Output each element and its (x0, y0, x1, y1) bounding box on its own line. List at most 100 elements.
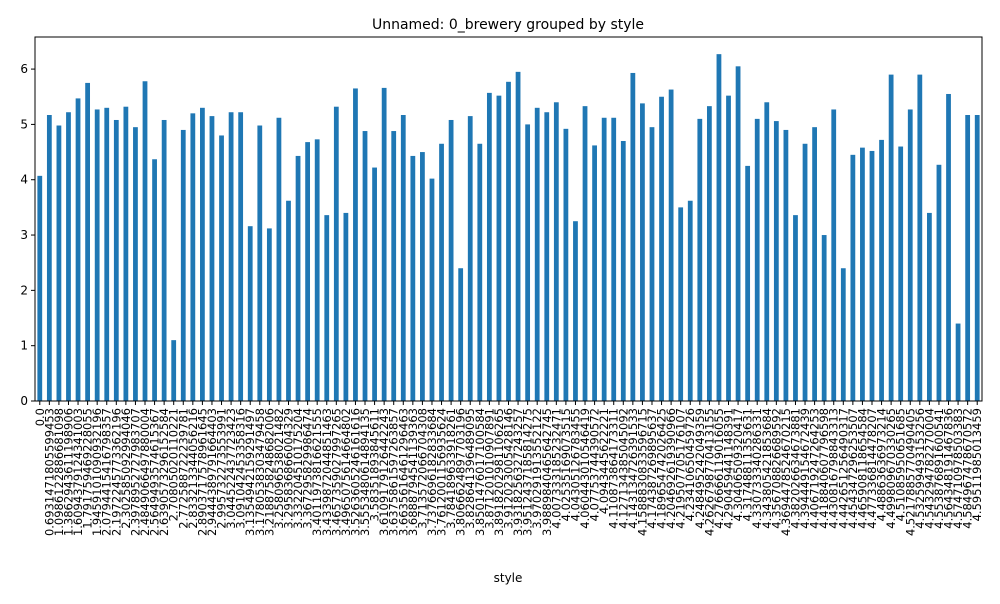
x-tick-label: 2.4849066497880004 (138, 408, 152, 536)
bar (391, 131, 397, 402)
x-tick-label: 4.23410650459726 (683, 408, 697, 521)
y-tick-label: 6 (20, 62, 28, 76)
x-tick-label: 3.8066624897703196 (454, 408, 468, 536)
bar (324, 215, 330, 401)
bar (75, 98, 81, 401)
bar (926, 212, 932, 401)
x-tick-label: 3.4011973816621555 (310, 408, 324, 536)
bar (506, 81, 511, 402)
x-tick-label: 4.564348191467836 (942, 408, 956, 529)
x-tick-label: 1.3862943611198906 (61, 408, 75, 536)
x-tick-label: 1.791759469228055 (81, 408, 95, 529)
bar (601, 117, 607, 401)
x-tick-label: 4.382026634673881 (788, 408, 802, 529)
bar (381, 87, 387, 401)
x-tick-label: 4.454347296253507 (846, 408, 860, 529)
bar (745, 165, 751, 401)
bar (735, 66, 741, 401)
x-tick-label: 4.31748811353631 (741, 408, 755, 521)
x-tick-label: 4.418840607796598 (817, 408, 831, 529)
x-tick-label: 3.7612001156935624 (435, 408, 449, 536)
x-tick-label: 3.4339872044851463 (320, 408, 334, 536)
bar (620, 141, 626, 401)
x-tick-label: 4.330733340286331 (750, 408, 764, 529)
x-tick-label: 1.6094379124341003 (71, 408, 85, 536)
x-tick-label: 3.6375861597263857 (387, 408, 401, 536)
x-tick-label: 3.8501476017100584 (473, 408, 487, 536)
bar (898, 146, 904, 401)
x-tick-label: 3.4965075614664802 (339, 408, 353, 536)
bar (668, 89, 674, 401)
bar (936, 164, 942, 401)
bar (37, 175, 43, 401)
x-tick-label: 2.9444389791664403 (205, 408, 219, 536)
x-tick-label: 4.5217885770490405 (903, 408, 917, 536)
bar (907, 109, 913, 402)
x-tick-label: 4.465908118654584 (855, 408, 869, 529)
bar (860, 147, 865, 401)
bar (343, 212, 349, 401)
x-tick-label: 3.367295829986474 (301, 408, 315, 529)
bar (726, 95, 731, 401)
bar (821, 235, 827, 401)
x-tick-label: 3.044522437723423 (224, 408, 238, 529)
bar (113, 119, 119, 401)
bar (573, 221, 578, 401)
bar (917, 74, 923, 402)
x-tick-label: 0.0 (33, 408, 47, 426)
x-tick-label: 4.477336814478207 (865, 408, 879, 529)
bar (171, 340, 177, 401)
bar (716, 54, 722, 402)
x-tick-label: 3.295836866004329 (281, 408, 295, 529)
bar (515, 71, 521, 401)
bar (773, 121, 779, 401)
x-tick-label: 4.04305126783455 (568, 408, 582, 521)
bar (458, 268, 464, 401)
x-tick-label: 2.0794415416798357 (100, 408, 114, 536)
bar (879, 139, 884, 401)
x-tick-label: 4.59511985013459 (970, 408, 984, 521)
bar (420, 152, 425, 401)
x-tick-label: 4.543294782270004 (922, 408, 936, 529)
bar (66, 112, 71, 401)
x-tick-label: 4.499809670330265 (884, 408, 898, 529)
x-tick-label: 3.2188758248682006 (262, 408, 276, 536)
x-tick-label: 4.1588830833596715 (635, 408, 649, 536)
x-axis-label: style (494, 571, 523, 585)
bar (152, 159, 157, 401)
bar (974, 115, 980, 401)
x-tick-label: 3.58351893845611 (368, 408, 382, 521)
bar (630, 72, 636, 401)
x-tick-label: 2.1972245773362196 (109, 408, 123, 536)
x-tick-label: 4.30406509320417 (731, 408, 745, 521)
x-tick-label: 3.871201010907891 (482, 408, 496, 529)
bar (295, 155, 301, 401)
bar (553, 102, 559, 401)
bar (544, 112, 550, 401)
bar (611, 117, 617, 401)
x-tick-label: 4.442651256490317 (836, 408, 850, 529)
y-tick-label: 2 (20, 283, 28, 297)
bar (486, 92, 492, 401)
bar (955, 323, 961, 401)
bar (56, 125, 62, 402)
bar (525, 124, 531, 401)
x-tick-label: 1.9459101090932196 (90, 408, 104, 536)
bar (659, 96, 664, 401)
x-tick-label: 2.6390573296152584 (157, 408, 171, 536)
bar (238, 112, 244, 401)
x-tick-label: 2.772588722239781 (176, 408, 190, 529)
x-tick-label: 3.6109179126442243 (377, 408, 391, 536)
x-tick-label: 4.0943445622221 (597, 408, 611, 514)
bar (247, 226, 253, 401)
x-tick-label: 4.553876891600541 (932, 408, 946, 529)
x-tick-label: 3.091042453358316 (234, 408, 248, 529)
bar (410, 155, 416, 401)
bar (706, 106, 712, 402)
x-tick-label: 4.532599493153256 (913, 408, 927, 529)
x-tick-label: 0.6931471805599453 (42, 408, 56, 536)
bar (209, 116, 215, 401)
x-tick-label: 4.143134726391533 (626, 408, 640, 529)
bar (582, 106, 588, 402)
x-tick-label: 2.5649493574615367 (148, 408, 162, 536)
